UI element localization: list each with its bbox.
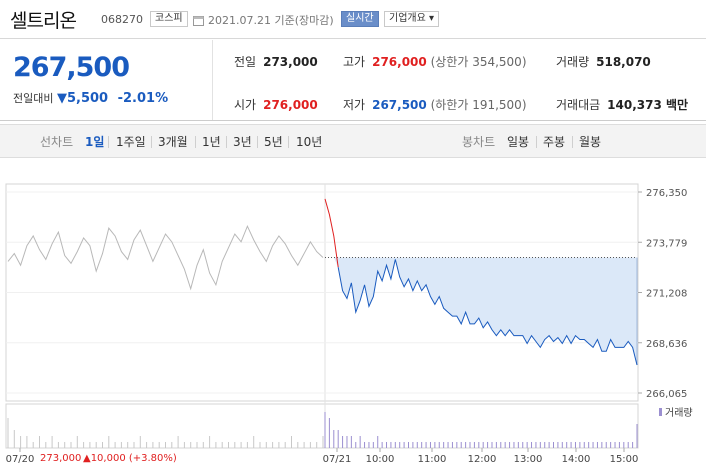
tab-weekly-candle[interactable]: 주봉: [543, 135, 566, 149]
x-tick-label: 07/21: [323, 454, 352, 465]
change-amount: ▼5,500: [56, 91, 109, 106]
tab-1w[interactable]: 1주일: [116, 135, 146, 149]
tab-3m[interactable]: 3개월: [158, 135, 188, 149]
x-tick-label: 14:00: [562, 454, 591, 465]
trade-amount: 거래대금 140,373 백만: [556, 98, 689, 112]
stock-code: 068270: [101, 13, 143, 26]
volume-legend-label: 거래량: [665, 407, 693, 419]
realtime-button[interactable]: 실시간: [341, 11, 379, 27]
summary-divider: [212, 40, 213, 120]
volume-stat: 거래량 518,070: [556, 55, 651, 69]
company-overview-button[interactable]: 기업개요 ▾: [384, 11, 439, 27]
chart-period-tabs: 선차트 1일 1주일 3개월 1년 3년 5년 10년 봉차트 일봉 주봉 월봉: [0, 124, 706, 158]
price-summary: [0, 38, 706, 121]
current-price: 267,500: [13, 52, 130, 83]
calendar-icon: [193, 11, 204, 26]
market-badge: 코스피: [150, 11, 188, 27]
change-row: 전일대비 ▼5,500 -2.01%: [13, 90, 168, 106]
line-chart-label: 선차트: [40, 135, 74, 149]
tab-daily-candle[interactable]: 일봉: [507, 135, 530, 149]
stock-header: [0, 0, 706, 39]
stock-name: 셀트리온: [10, 10, 77, 32]
day-high: 고가 276,000 (상한가 354,500): [343, 55, 527, 69]
y-tick-label: 271,208: [646, 289, 687, 300]
as-of-date: 2021.07.21 기준(장마감): [208, 14, 334, 27]
below-reference-fill: [325, 257, 637, 365]
today-price-line-down: [337, 259, 638, 366]
volume-legend-swatch: [659, 408, 662, 416]
x-tick-label: 11:00: [418, 454, 447, 465]
tab-3y[interactable]: 3년: [233, 135, 252, 149]
change-percent: -2.01%: [117, 91, 169, 106]
change-label: 전일대비: [13, 92, 54, 105]
x-tick-label: 12:00: [468, 454, 497, 465]
footer-prev-change: ▲10,000 (+3.80%): [83, 453, 177, 464]
x-tick-label: 15:00: [610, 454, 639, 465]
today-price-line-up: [324, 198, 339, 268]
tab-monthly-candle[interactable]: 월봉: [579, 135, 602, 149]
volume-plot-frame: [5, 403, 639, 449]
tab-5y[interactable]: 5년: [264, 135, 283, 149]
x-tick-label: 13:00: [514, 454, 543, 465]
tab-10y[interactable]: 10년: [296, 135, 323, 149]
y-tick-label: 266,065: [646, 389, 687, 400]
y-tick-label: 273,779: [646, 238, 687, 249]
open-price: 시가 276,000: [234, 98, 318, 112]
candle-chart-label: 봉차트: [462, 135, 496, 149]
x-tick-label: 07/20: [6, 454, 35, 465]
prev-day-price-line: [7, 224, 324, 291]
x-tick-label: 10:00: [366, 454, 395, 465]
tab-1y[interactable]: 1년: [202, 135, 221, 149]
y-tick-label: 268,636: [646, 339, 687, 350]
prev-close: 전일 273,000: [234, 55, 318, 69]
day-low: 저가 267,500 (하한가 191,500): [343, 98, 527, 112]
footer-prev-price: 273,000: [40, 453, 81, 464]
y-tick-label: 276,350: [646, 188, 687, 199]
tab-1d[interactable]: 1일: [85, 135, 105, 149]
